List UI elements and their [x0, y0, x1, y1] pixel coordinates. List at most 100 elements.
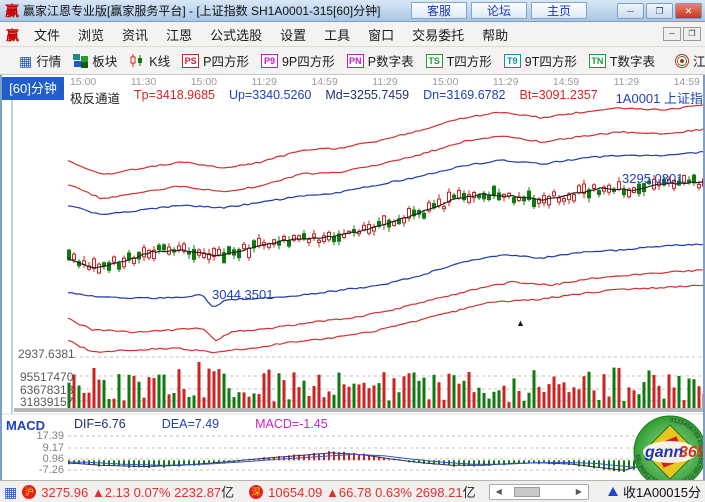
macd-value: MACD=-1.45 — [255, 417, 328, 431]
pn-badge-icon: PN — [346, 53, 364, 68]
tool-gann-wheel[interactable]: 江恩轮 — [670, 49, 705, 72]
window-controls: ─ ❐ ✕ — [617, 2, 702, 19]
tool-9t-square[interactable]: T9 9T四方形 — [499, 49, 582, 72]
gann369-logo: 0123456789 0123456789 0123456789 0123456… — [633, 415, 703, 480]
minimize-button[interactable]: ─ — [617, 2, 644, 19]
sz-price: 10654.09 — [268, 485, 323, 500]
time-tick: 11:29 — [251, 76, 277, 88]
indicator-name[interactable]: 极反通道 — [70, 92, 121, 106]
menu-formula-select[interactable]: 公式选股 — [210, 27, 263, 43]
indicator-dn: Dn=3169.6782 — [423, 88, 506, 102]
gann-wheel-icon — [674, 53, 689, 68]
horizontal-scrollbar[interactable]: ◀ ▶ — [488, 483, 589, 500]
menu-window[interactable]: 窗口 — [368, 27, 395, 43]
tool-label: 9P四方形 — [281, 55, 335, 69]
symbol-label: 1A0001 上证指 — [615, 91, 703, 106]
child-minimize-button[interactable]: ─ — [663, 27, 681, 41]
sz-amount: 2698.21 — [415, 485, 463, 500]
time-tick: 11:30 — [130, 76, 157, 88]
sh-price: 3275.96 — [41, 485, 89, 500]
tool-label: T数字表 — [609, 55, 655, 69]
scroll-left-icon[interactable]: ◀ — [495, 487, 502, 496]
candles-icon — [130, 54, 143, 67]
sz-index-quote: 10654.09 ▲66.78 0.63% 2698.21亿 — [268, 482, 475, 501]
maximize-button[interactable]: ❐ — [646, 2, 673, 19]
toolbar: ▦ 行情 板块 K线 PS P四方形 P9 9P四方形 PN P — [0, 47, 705, 75]
time-tick: 15:00 — [432, 76, 459, 88]
quotes-table-icon[interactable]: ▦ — [4, 483, 18, 500]
menu-tools[interactable]: 工具 — [324, 27, 351, 43]
tool-label: 9T四方形 — [524, 55, 577, 69]
menu-news[interactable]: 资讯 — [122, 27, 149, 43]
tool-sectors[interactable]: 板块 — [68, 49, 122, 72]
sz-change: ▲66.78 — [326, 485, 372, 500]
indicator-header: 极反通道 Tp=3418.9685 Up=3340.5260 Md=3255.7… — [70, 88, 703, 107]
macd-tick: 9.17 — [42, 442, 64, 454]
tool-kline[interactable]: K线 — [124, 49, 175, 72]
sh-unit: 亿 — [221, 485, 235, 500]
blocks-icon — [73, 53, 89, 68]
menu-trade[interactable]: 交易委托 — [412, 27, 465, 43]
scrollbar-thumb[interactable] — [513, 486, 540, 497]
macd-dea: DEA=7.49 — [161, 417, 220, 431]
volume-tick: 63678313 — [20, 383, 74, 397]
shenzhen-market-icon: 深 — [249, 484, 264, 499]
time-tick: 11:29 — [372, 76, 398, 88]
price-volume-macd-chart[interactable]: 0123456789 0123456789 0123456789 0123456… — [2, 75, 705, 480]
indicator-bt: Bt=3091.2357 — [519, 88, 598, 102]
indicator-md: Md=3255.7459 — [325, 88, 410, 102]
price-annotation-lower: 3044.3501 — [212, 287, 274, 302]
menu-browse[interactable]: 浏览 — [78, 27, 105, 43]
time-tick: 15:00 — [190, 76, 217, 88]
menu-settings[interactable]: 设置 — [280, 27, 307, 43]
menu-bar: 赢 文件 浏览 资讯 江恩 公式选股 设置 工具 窗口 交易委托 帮助 ─ ❐ — [0, 22, 705, 47]
ps-badge-icon: PS — [182, 53, 200, 68]
p9-badge-icon: P9 — [260, 53, 278, 68]
time-tick: 15:00 — [70, 76, 97, 88]
menu-help[interactable]: 帮助 — [482, 27, 509, 43]
tool-quotes[interactable]: ▦ 行情 — [14, 49, 66, 72]
window-title: 赢家江恩专业版[赢家服务平台] - [上证指数 SH1A0001-315[60]… — [23, 4, 381, 18]
customer-service-button[interactable]: 客服 — [411, 2, 467, 19]
tool-label: 行情 — [36, 55, 62, 69]
shanghai-market-icon: 沪 — [22, 484, 37, 499]
macd-tick: -7.26 — [38, 464, 64, 476]
tool-label: 板块 — [92, 55, 118, 69]
macd-header: DIF=6.76 DEA=7.49 MACD=-1.45 — [74, 417, 328, 431]
titlebar-links: 客服 论坛 主页 — [411, 2, 587, 19]
sh-amount: 2232.87 — [174, 485, 222, 500]
macd-pane-label[interactable]: MACD — [6, 418, 45, 433]
menu-file[interactable]: 文件 — [34, 27, 61, 43]
child-window-controls: ─ ❐ — [663, 27, 701, 41]
t9-badge-icon: T9 — [503, 53, 521, 68]
sz-percent: 0.63% — [375, 485, 412, 500]
tool-9p-square[interactable]: P9 9P四方形 — [256, 49, 340, 72]
chart-area[interactable]: 0123456789 0123456789 0123456789 0123456… — [0, 75, 705, 480]
period-label: [60]分钟 — [2, 77, 64, 100]
tool-label: P数字表 — [367, 55, 414, 69]
child-restore-button[interactable]: ❐ — [683, 27, 701, 41]
title-bar: 赢 赢家江恩专业版[赢家服务平台] - [上证指数 SH1A0001-315[6… — [0, 0, 705, 22]
table-icon: ▦ — [19, 52, 33, 69]
time-tick: 11:29 — [613, 76, 640, 88]
status-bar: ▦ 沪 3275.96 ▲2.13 0.07% 2232.87亿 深 10654… — [0, 480, 705, 502]
tool-t-square[interactable]: TS T四方形 — [421, 49, 497, 72]
menu-gann[interactable]: 江恩 — [166, 27, 193, 43]
scroll-right-icon[interactable]: ▶ — [575, 487, 582, 496]
sh-percent: 0.07% — [133, 485, 171, 500]
tool-p-table[interactable]: PN P数字表 — [342, 49, 419, 72]
time-tick: 14:59 — [552, 76, 580, 88]
homepage-button[interactable]: 主页 — [531, 2, 587, 19]
tool-label: P四方形 — [203, 55, 249, 69]
receive-status: 收1A00015分 — [622, 485, 701, 500]
price-annotation-upper: 3295.0801 — [622, 171, 684, 186]
tool-t-table[interactable]: TN T数字表 — [584, 49, 660, 72]
time-tick: 14:59 — [673, 76, 700, 88]
tool-label: T四方形 — [446, 55, 492, 69]
tool-p-square[interactable]: PS P四方形 — [177, 49, 254, 72]
forum-button[interactable]: 论坛 — [471, 2, 527, 19]
macd-tick: 17.39 — [36, 430, 64, 442]
volume-tick: 95517470 — [20, 370, 74, 384]
close-button[interactable]: ✕ — [675, 2, 702, 19]
